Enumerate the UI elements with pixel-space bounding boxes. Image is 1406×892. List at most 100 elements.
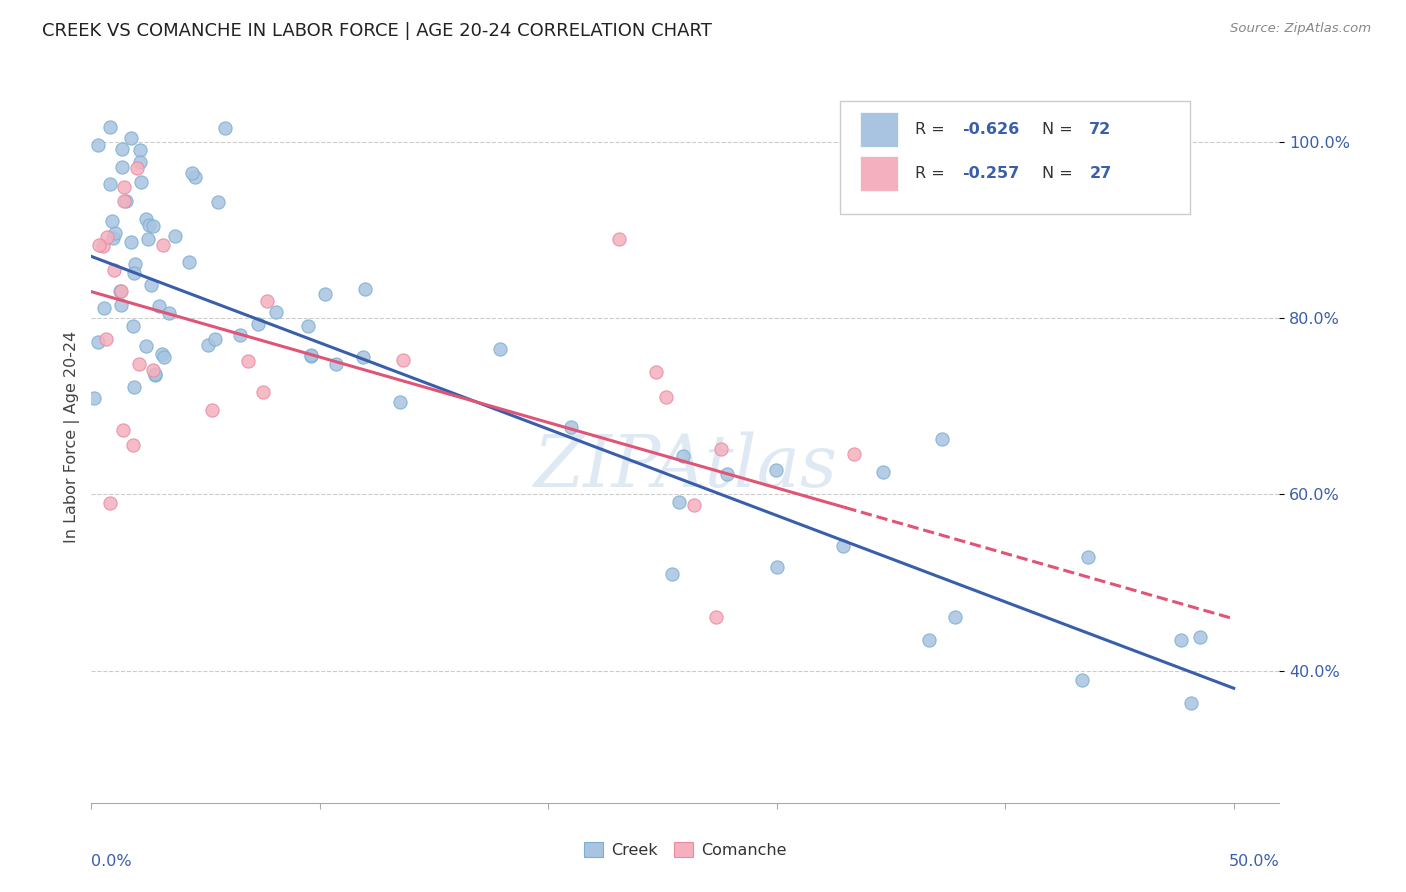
Point	[128, 357, 150, 371]
Point	[120, 235, 142, 249]
Text: 50.0%: 50.0%	[1229, 854, 1279, 869]
Point	[644, 365, 666, 379]
Point	[98, 496, 121, 510]
Point	[710, 442, 733, 457]
Point	[314, 287, 336, 301]
Point	[135, 339, 157, 353]
Point	[236, 354, 259, 368]
Point	[165, 229, 187, 244]
Text: R =: R =	[915, 122, 949, 137]
Point	[197, 338, 219, 352]
Point	[111, 160, 134, 174]
Y-axis label: In Labor Force | Age 20-24: In Labor Force | Age 20-24	[65, 331, 80, 543]
Point	[831, 540, 853, 554]
Point	[142, 363, 165, 377]
Point	[139, 277, 162, 292]
Point	[89, 238, 111, 252]
Point	[153, 350, 176, 364]
Point	[184, 169, 207, 184]
Point	[114, 194, 136, 208]
Point	[299, 348, 322, 362]
Text: 0.0%: 0.0%	[91, 854, 132, 869]
Point	[111, 423, 134, 437]
Point	[122, 380, 145, 394]
Point	[246, 317, 269, 331]
Text: -0.626: -0.626	[962, 122, 1019, 137]
Point	[101, 214, 124, 228]
Point	[131, 175, 153, 189]
Point	[98, 120, 121, 134]
FancyBboxPatch shape	[860, 112, 898, 147]
Point	[135, 211, 157, 226]
Legend: Creek, Comanche: Creek, Comanche	[578, 836, 793, 864]
Point	[103, 263, 125, 277]
Text: -0.257: -0.257	[962, 166, 1019, 181]
Point	[148, 299, 170, 313]
Point	[872, 465, 894, 479]
Point	[256, 293, 278, 308]
Point	[607, 232, 630, 246]
Point	[94, 332, 117, 346]
Point	[143, 368, 166, 383]
Point	[560, 420, 582, 434]
Point	[122, 318, 145, 333]
Point	[655, 390, 678, 404]
Point	[672, 450, 695, 464]
Text: 27: 27	[1090, 166, 1112, 181]
Point	[204, 333, 226, 347]
Text: Source: ZipAtlas.com: Source: ZipAtlas.com	[1230, 22, 1371, 36]
Point	[122, 267, 145, 281]
Point	[388, 394, 411, 409]
Point	[297, 318, 319, 333]
Point	[264, 304, 287, 318]
Point	[931, 433, 953, 447]
Point	[354, 282, 377, 296]
Point	[391, 352, 413, 367]
Point	[152, 238, 174, 252]
Point	[103, 231, 125, 245]
Point	[325, 357, 347, 371]
Point	[111, 142, 134, 156]
Point	[108, 284, 131, 298]
Text: ZIPAtlas: ZIPAtlas	[533, 431, 838, 501]
Point	[124, 257, 146, 271]
Point	[121, 437, 143, 451]
Point	[765, 463, 787, 477]
Point	[766, 560, 789, 574]
FancyBboxPatch shape	[860, 156, 898, 191]
Point	[179, 255, 201, 269]
Point	[229, 328, 252, 343]
Text: N =: N =	[1042, 122, 1078, 137]
Point	[943, 610, 966, 624]
Point	[844, 447, 866, 461]
Point	[110, 285, 132, 299]
Point	[352, 350, 374, 364]
Point	[112, 180, 135, 194]
Point	[488, 342, 510, 356]
Point	[114, 194, 136, 208]
Point	[157, 306, 180, 320]
Point	[299, 349, 322, 363]
Point	[138, 218, 160, 232]
FancyBboxPatch shape	[839, 101, 1191, 214]
Point	[129, 154, 152, 169]
Point	[110, 298, 132, 312]
Point	[120, 130, 142, 145]
Point	[661, 566, 683, 581]
Text: CREEK VS COMANCHE IN LABOR FORCE | AGE 20-24 CORRELATION CHART: CREEK VS COMANCHE IN LABOR FORCE | AGE 2…	[42, 22, 711, 40]
Point	[136, 232, 159, 246]
Point	[682, 499, 704, 513]
Point	[1077, 549, 1099, 564]
Point	[87, 335, 110, 350]
Point	[142, 219, 165, 233]
Point	[127, 161, 148, 176]
Point	[143, 367, 166, 381]
Point	[86, 137, 108, 152]
Point	[96, 229, 118, 244]
Point	[207, 194, 229, 209]
Point	[181, 166, 204, 180]
Point	[150, 347, 173, 361]
Point	[668, 494, 690, 508]
Point	[1180, 696, 1202, 710]
Point	[93, 239, 115, 253]
